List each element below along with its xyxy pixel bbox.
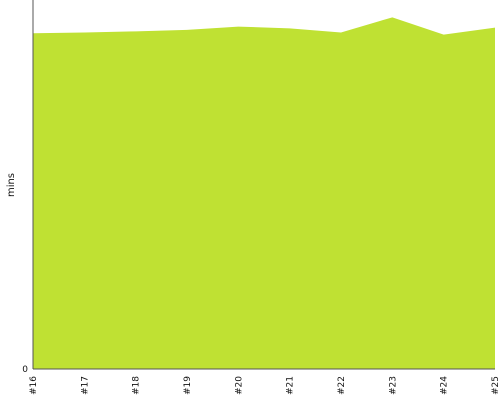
y-axis-label: mins <box>6 173 17 197</box>
area-series-fill <box>33 17 495 370</box>
x-tick-label-22: #22 <box>337 376 347 395</box>
y-tick-label-0: 0 <box>22 365 28 375</box>
x-tick-label-24: #24 <box>440 376 450 395</box>
x-tick-label-25: #25 <box>491 376 500 395</box>
x-tick-label-23: #23 <box>388 376 398 395</box>
x-tick-labels: #16 #17 #18 #19 #20 #21 #22 #23 #24 #25 <box>29 376 500 395</box>
x-tick-label-16: #16 <box>29 376 39 395</box>
x-tick-label-17: #17 <box>80 376 90 395</box>
x-tick-label-21: #21 <box>286 376 296 395</box>
x-tick-label-20: #20 <box>234 376 244 395</box>
x-tick-label-18: #18 <box>132 376 142 395</box>
x-tick-label-19: #19 <box>183 376 193 395</box>
